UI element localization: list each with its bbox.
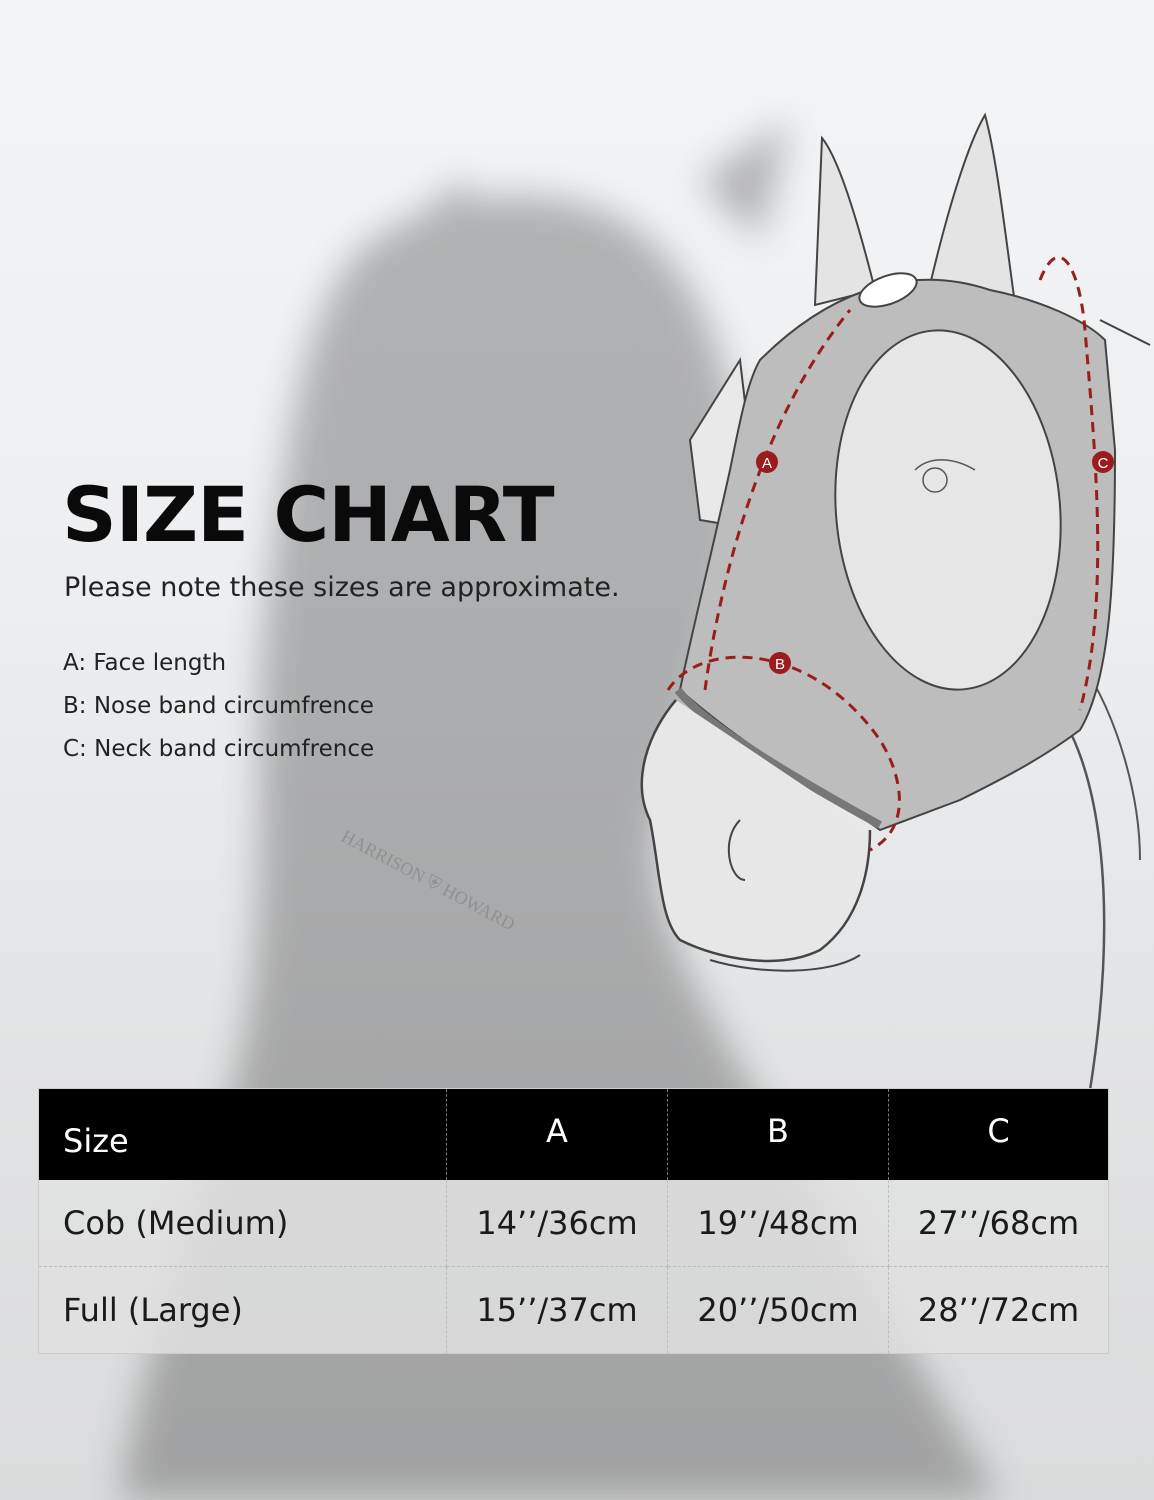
- muzzle: [640, 699, 872, 963]
- svg-text:B: B: [775, 656, 785, 673]
- legend-item-a: A: Face length: [63, 650, 227, 676]
- table-row: Full (Large) 15’’/37cm 20’’/50cm 28’’/72…: [38, 1266, 1109, 1354]
- marker-a: A: [756, 451, 778, 473]
- approximate-note: Please note these sizes are approximate.: [64, 572, 620, 603]
- page-title: SIZE CHART: [62, 470, 555, 559]
- value-a: 14’’/36cm: [446, 1180, 668, 1267]
- measurement-legend: A: Face length B: Nose band circumfrence…: [63, 642, 374, 771]
- marker-c: C: [1092, 451, 1114, 473]
- marker-b: B: [769, 652, 791, 674]
- header-size: Size: [38, 1088, 447, 1180]
- value-b: 19’’/48cm: [667, 1180, 889, 1267]
- table-row: Cob (Medium) 14’’/36cm 19’’/48cm 27’’/68…: [38, 1180, 1109, 1267]
- legend-item-b: B: Nose band circumfrence: [63, 693, 374, 719]
- size-name: Cob (Medium): [38, 1180, 447, 1267]
- value-a: 15’’/37cm: [446, 1266, 668, 1354]
- header-a: A: [446, 1088, 668, 1180]
- header-b: B: [667, 1088, 889, 1180]
- value-c: 28’’/72cm: [888, 1266, 1109, 1354]
- svg-text:C: C: [1098, 455, 1109, 472]
- size-name: Full (Large): [38, 1266, 447, 1354]
- size-table: Size A B C Cob (Medium) 14’’/36cm 19’’/4…: [38, 1088, 1109, 1354]
- eye-opening: [834, 329, 1062, 691]
- header-c: C: [888, 1088, 1109, 1180]
- value-c: 27’’/68cm: [888, 1180, 1109, 1267]
- table-header-row: Size A B C: [38, 1088, 1109, 1180]
- legend-item-c: C: Neck band circumfrence: [63, 736, 375, 762]
- svg-text:A: A: [762, 455, 772, 472]
- left-ear: [813, 135, 877, 307]
- value-b: 20’’/50cm: [667, 1266, 889, 1354]
